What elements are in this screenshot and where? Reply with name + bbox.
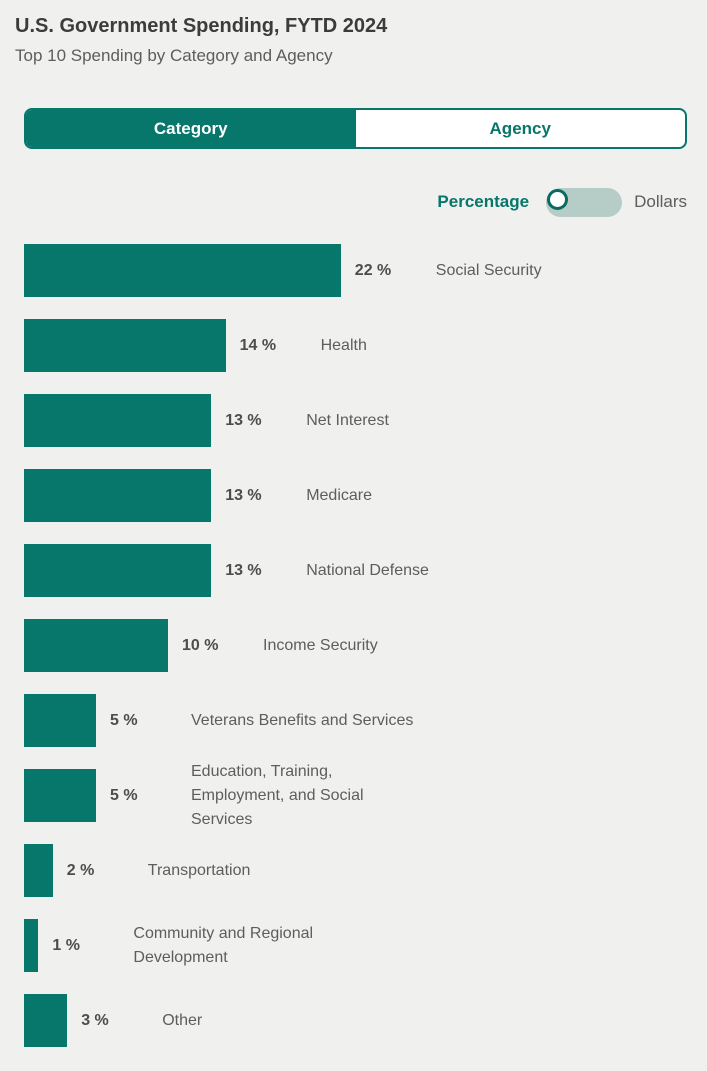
- bar-category-label: Medicare: [306, 486, 372, 504]
- toggle-knob-icon: [547, 188, 569, 210]
- page-subtitle: Top 10 Spending by Category and Agency: [15, 46, 333, 65]
- bar-row: 13 % Medicare: [24, 469, 687, 522]
- bar-category-label: Veterans Benefits and Services: [191, 711, 414, 729]
- bar-value: 1 %: [52, 936, 80, 954]
- bar: [24, 469, 212, 522]
- bar-value: 13 %: [225, 561, 262, 579]
- bar-row: 14 % Health: [24, 319, 687, 372]
- bar: [24, 319, 226, 372]
- bar-category-label: Social Security: [435, 261, 542, 279]
- bar-value: 13 %: [225, 411, 262, 429]
- bar-value: 5 %: [110, 786, 138, 804]
- unit-option-dollars[interactable]: Dollars: [634, 192, 687, 211]
- bar-category-label: Community and Regional Development: [133, 924, 314, 966]
- bar-value: 3 %: [81, 1011, 109, 1029]
- view-tabs: Category Agency: [24, 108, 687, 149]
- unit-option-percentage[interactable]: Percentage: [437, 192, 530, 211]
- bar: [24, 694, 96, 747]
- unit-toggle-row: Percentage Dollars: [24, 187, 687, 217]
- bar-category-label: National Defense: [306, 561, 429, 579]
- bar-value: 10 %: [182, 636, 219, 654]
- bar-row: 5 % Education, Training, Employment, and…: [24, 763, 687, 828]
- bar-row: 3 % Other: [24, 994, 687, 1047]
- bar-value: 2 %: [66, 861, 95, 879]
- bar-row: 13 % National Defense: [24, 544, 687, 597]
- bar-row: 13 % Net Interest: [24, 394, 687, 447]
- bar: [24, 919, 39, 972]
- bar-category-label: Net Interest: [306, 411, 389, 429]
- bar-category-label: Health: [320, 336, 367, 354]
- bar: [24, 994, 68, 1047]
- bar: [24, 769, 96, 822]
- tab-category[interactable]: Category: [26, 110, 356, 147]
- bar-row: 10 % Income Security: [24, 619, 687, 672]
- bar: [24, 844, 53, 897]
- bar-category-label: Income Security: [263, 636, 378, 654]
- bar: [24, 619, 168, 672]
- bar-row: 2 % Transportation: [24, 844, 687, 897]
- bar-value: 5 %: [110, 711, 138, 729]
- bar-chart: 22 % Social Security 14 % Health 13 % Ne…: [24, 244, 687, 1047]
- bar: [24, 244, 341, 297]
- bar-category-label: Transportation: [147, 861, 251, 879]
- header: U.S. Government Spending, FYTD 2024 Top …: [15, 12, 687, 68]
- bar-category-label: Education, Training, Employment, and Soc…: [191, 762, 364, 828]
- bar-category-label: Other: [162, 1011, 203, 1029]
- bar-value: 22 %: [354, 261, 392, 279]
- bar-value: 14 %: [239, 336, 277, 354]
- bar: [24, 544, 212, 597]
- unit-toggle-switch[interactable]: [546, 187, 623, 217]
- page-title: U.S. Government Spending, FYTD 2024: [15, 15, 388, 37]
- bar-row: 1 % Community and Regional Development: [24, 919, 687, 972]
- tab-agency[interactable]: Agency: [356, 110, 686, 147]
- bar-row: 5 % Veterans Benefits and Services: [24, 694, 687, 747]
- bar: [24, 394, 212, 447]
- bar-row: 22 % Social Security: [24, 244, 687, 297]
- bar-value: 13 %: [225, 486, 262, 504]
